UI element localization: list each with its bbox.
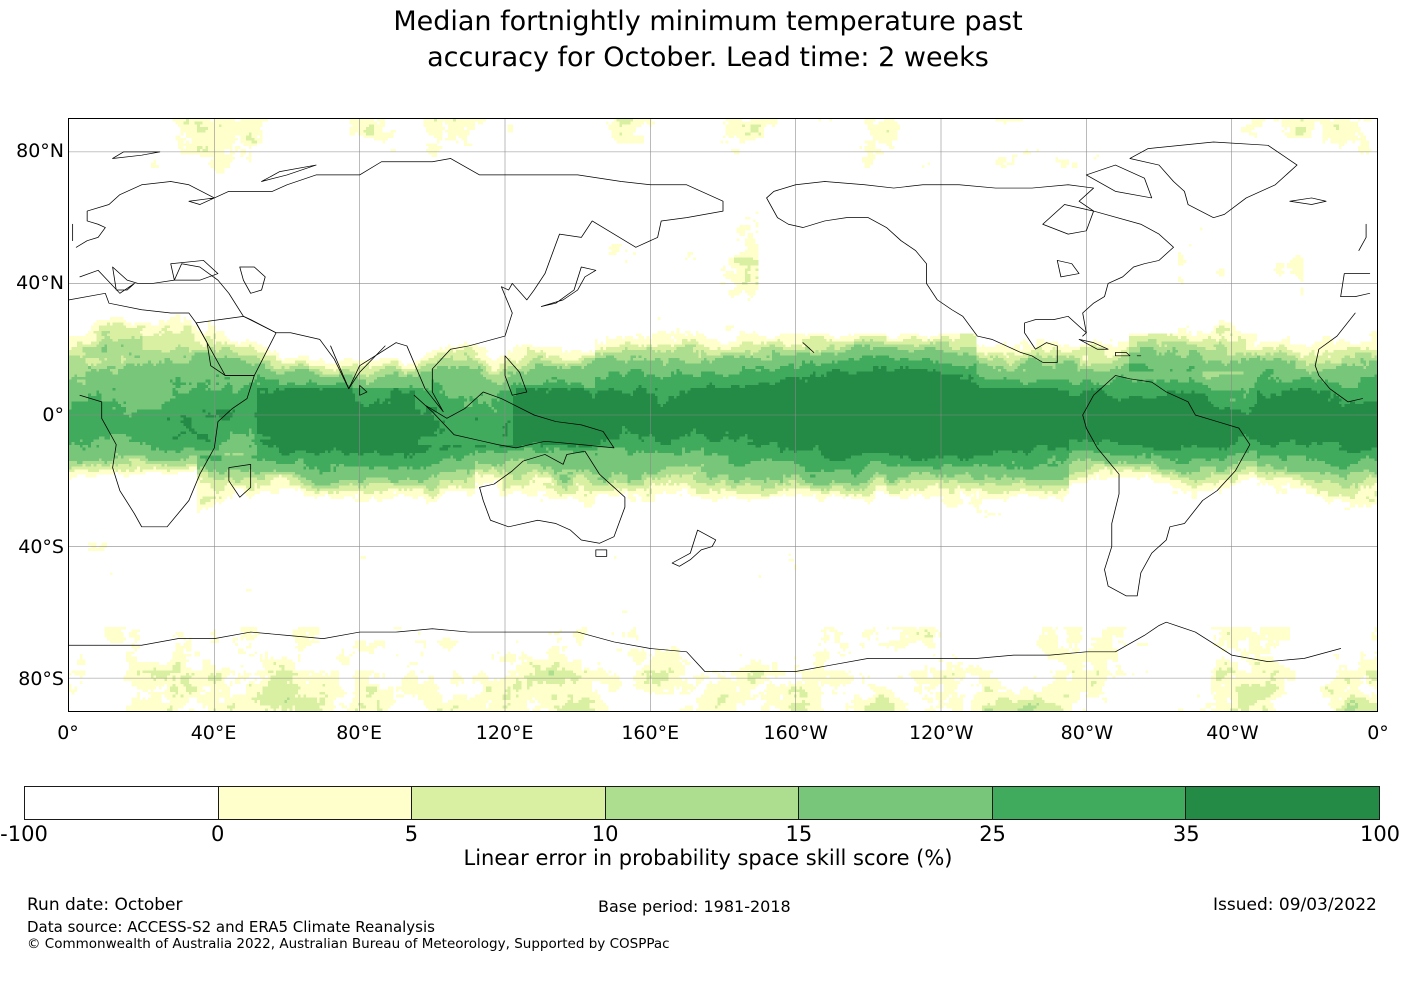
colorbar-segment <box>218 787 413 819</box>
coastline-path <box>540 266 597 307</box>
longitude-tick-label: 40°E <box>190 722 237 744</box>
colorbar-tick-label: 5 <box>404 822 419 846</box>
coastline-path <box>1340 292 1371 297</box>
latitude-tick-label: 40°N <box>16 272 64 294</box>
longitude-tick-label: 80°W <box>1060 722 1114 744</box>
coastline-path <box>1314 365 1363 403</box>
colorbar-tick-label: 0 <box>211 822 225 846</box>
coastline-path <box>1078 338 1109 350</box>
coastline-path <box>69 628 724 672</box>
coastline-path <box>69 292 255 528</box>
longitude-tick-label: 120°E <box>475 722 534 744</box>
base-period-text: Base period: 1981-2018 <box>598 897 791 916</box>
map-plot-area <box>68 118 1378 712</box>
coastline-path <box>1082 375 1251 597</box>
coastline-path <box>802 342 815 353</box>
issued-date-text: Issued: 09/03/2022 <box>1213 895 1377 915</box>
copyright-text: © Commonwealth of Australia 2022, Austra… <box>27 936 670 952</box>
colorbar-tick-label: 15 <box>785 822 813 846</box>
coastline-path <box>1115 352 1131 357</box>
longitude-tick-label: 160°W <box>763 722 829 744</box>
coastline-path <box>1358 223 1367 251</box>
data-source-text: Data source: ACCESS-S2 and ERA5 Climate … <box>27 918 435 936</box>
colorbar-label: Linear error in probability space skill … <box>463 846 953 870</box>
coastline-path <box>1314 312 1356 367</box>
coastline-path <box>479 450 626 544</box>
coastline-path <box>75 158 724 413</box>
colorbar-segment <box>799 787 993 819</box>
longitude-tick-label: 40°W <box>1206 722 1259 744</box>
coastline-path <box>330 345 386 390</box>
coastline-path <box>766 181 1174 363</box>
colorbar-tick-label: 10 <box>591 822 619 846</box>
coastline-path <box>228 463 252 498</box>
coastline-path <box>195 315 277 376</box>
latitude-tick-label: 80°N <box>16 140 64 162</box>
coastline-path <box>722 621 1342 672</box>
colorbar-segment <box>412 787 606 819</box>
coastline-path <box>1085 164 1153 199</box>
coastline-path <box>1056 260 1080 278</box>
map-overlay-layer <box>69 119 1377 711</box>
coastline-path <box>239 266 266 294</box>
coastline-path <box>595 549 608 557</box>
colorbar-tick-label: 100 <box>1359 822 1401 846</box>
longitude-tick-label: 120°W <box>909 722 974 744</box>
latitude-tick-label: 40°S <box>18 536 64 558</box>
coastline-path <box>261 164 317 182</box>
coastline-path <box>1042 204 1094 235</box>
title-line-1: Median fortnightly minimum temperature p… <box>393 6 1023 37</box>
title-line-2: accuracy for October. Lead time: 2 weeks <box>427 41 989 73</box>
colorbar-segment <box>605 787 800 819</box>
coastline-path <box>671 529 717 567</box>
colorbar-segment <box>1186 787 1380 819</box>
coastline-path <box>1340 273 1371 297</box>
run-date-text: Run date: October <box>27 895 183 915</box>
longitude-tick-label: 160°E <box>621 722 680 744</box>
latitude-tick-label: 0° <box>42 404 64 426</box>
gridlines <box>69 119 1377 711</box>
colorbar <box>24 786 1380 820</box>
longitude-tick-label: 0° <box>57 722 79 744</box>
longitude-tick-label: 0° <box>1367 722 1389 744</box>
latitude-tick-label: 80°S <box>18 668 64 690</box>
coastline-path <box>1082 332 1087 337</box>
colorbar-tick-label: 35 <box>1172 822 1200 846</box>
longitude-tick-label: 80°E <box>336 722 382 744</box>
coastlines <box>69 141 1371 672</box>
coastline-path <box>359 385 368 396</box>
coastline-path <box>112 151 161 159</box>
coastline-path <box>504 355 528 396</box>
colorbar-tick-label: -100 <box>0 822 48 846</box>
coastline-path <box>413 391 615 449</box>
coastline-path <box>1129 141 1298 219</box>
colorbar-segment <box>992 787 1187 819</box>
colorbar-tick-label: 25 <box>979 822 1006 846</box>
coastline-path <box>170 260 219 281</box>
coastline-path <box>1289 197 1327 205</box>
colorbar-segment <box>25 787 219 819</box>
page-title: Median fortnightly minimum temperature p… <box>0 4 1416 76</box>
